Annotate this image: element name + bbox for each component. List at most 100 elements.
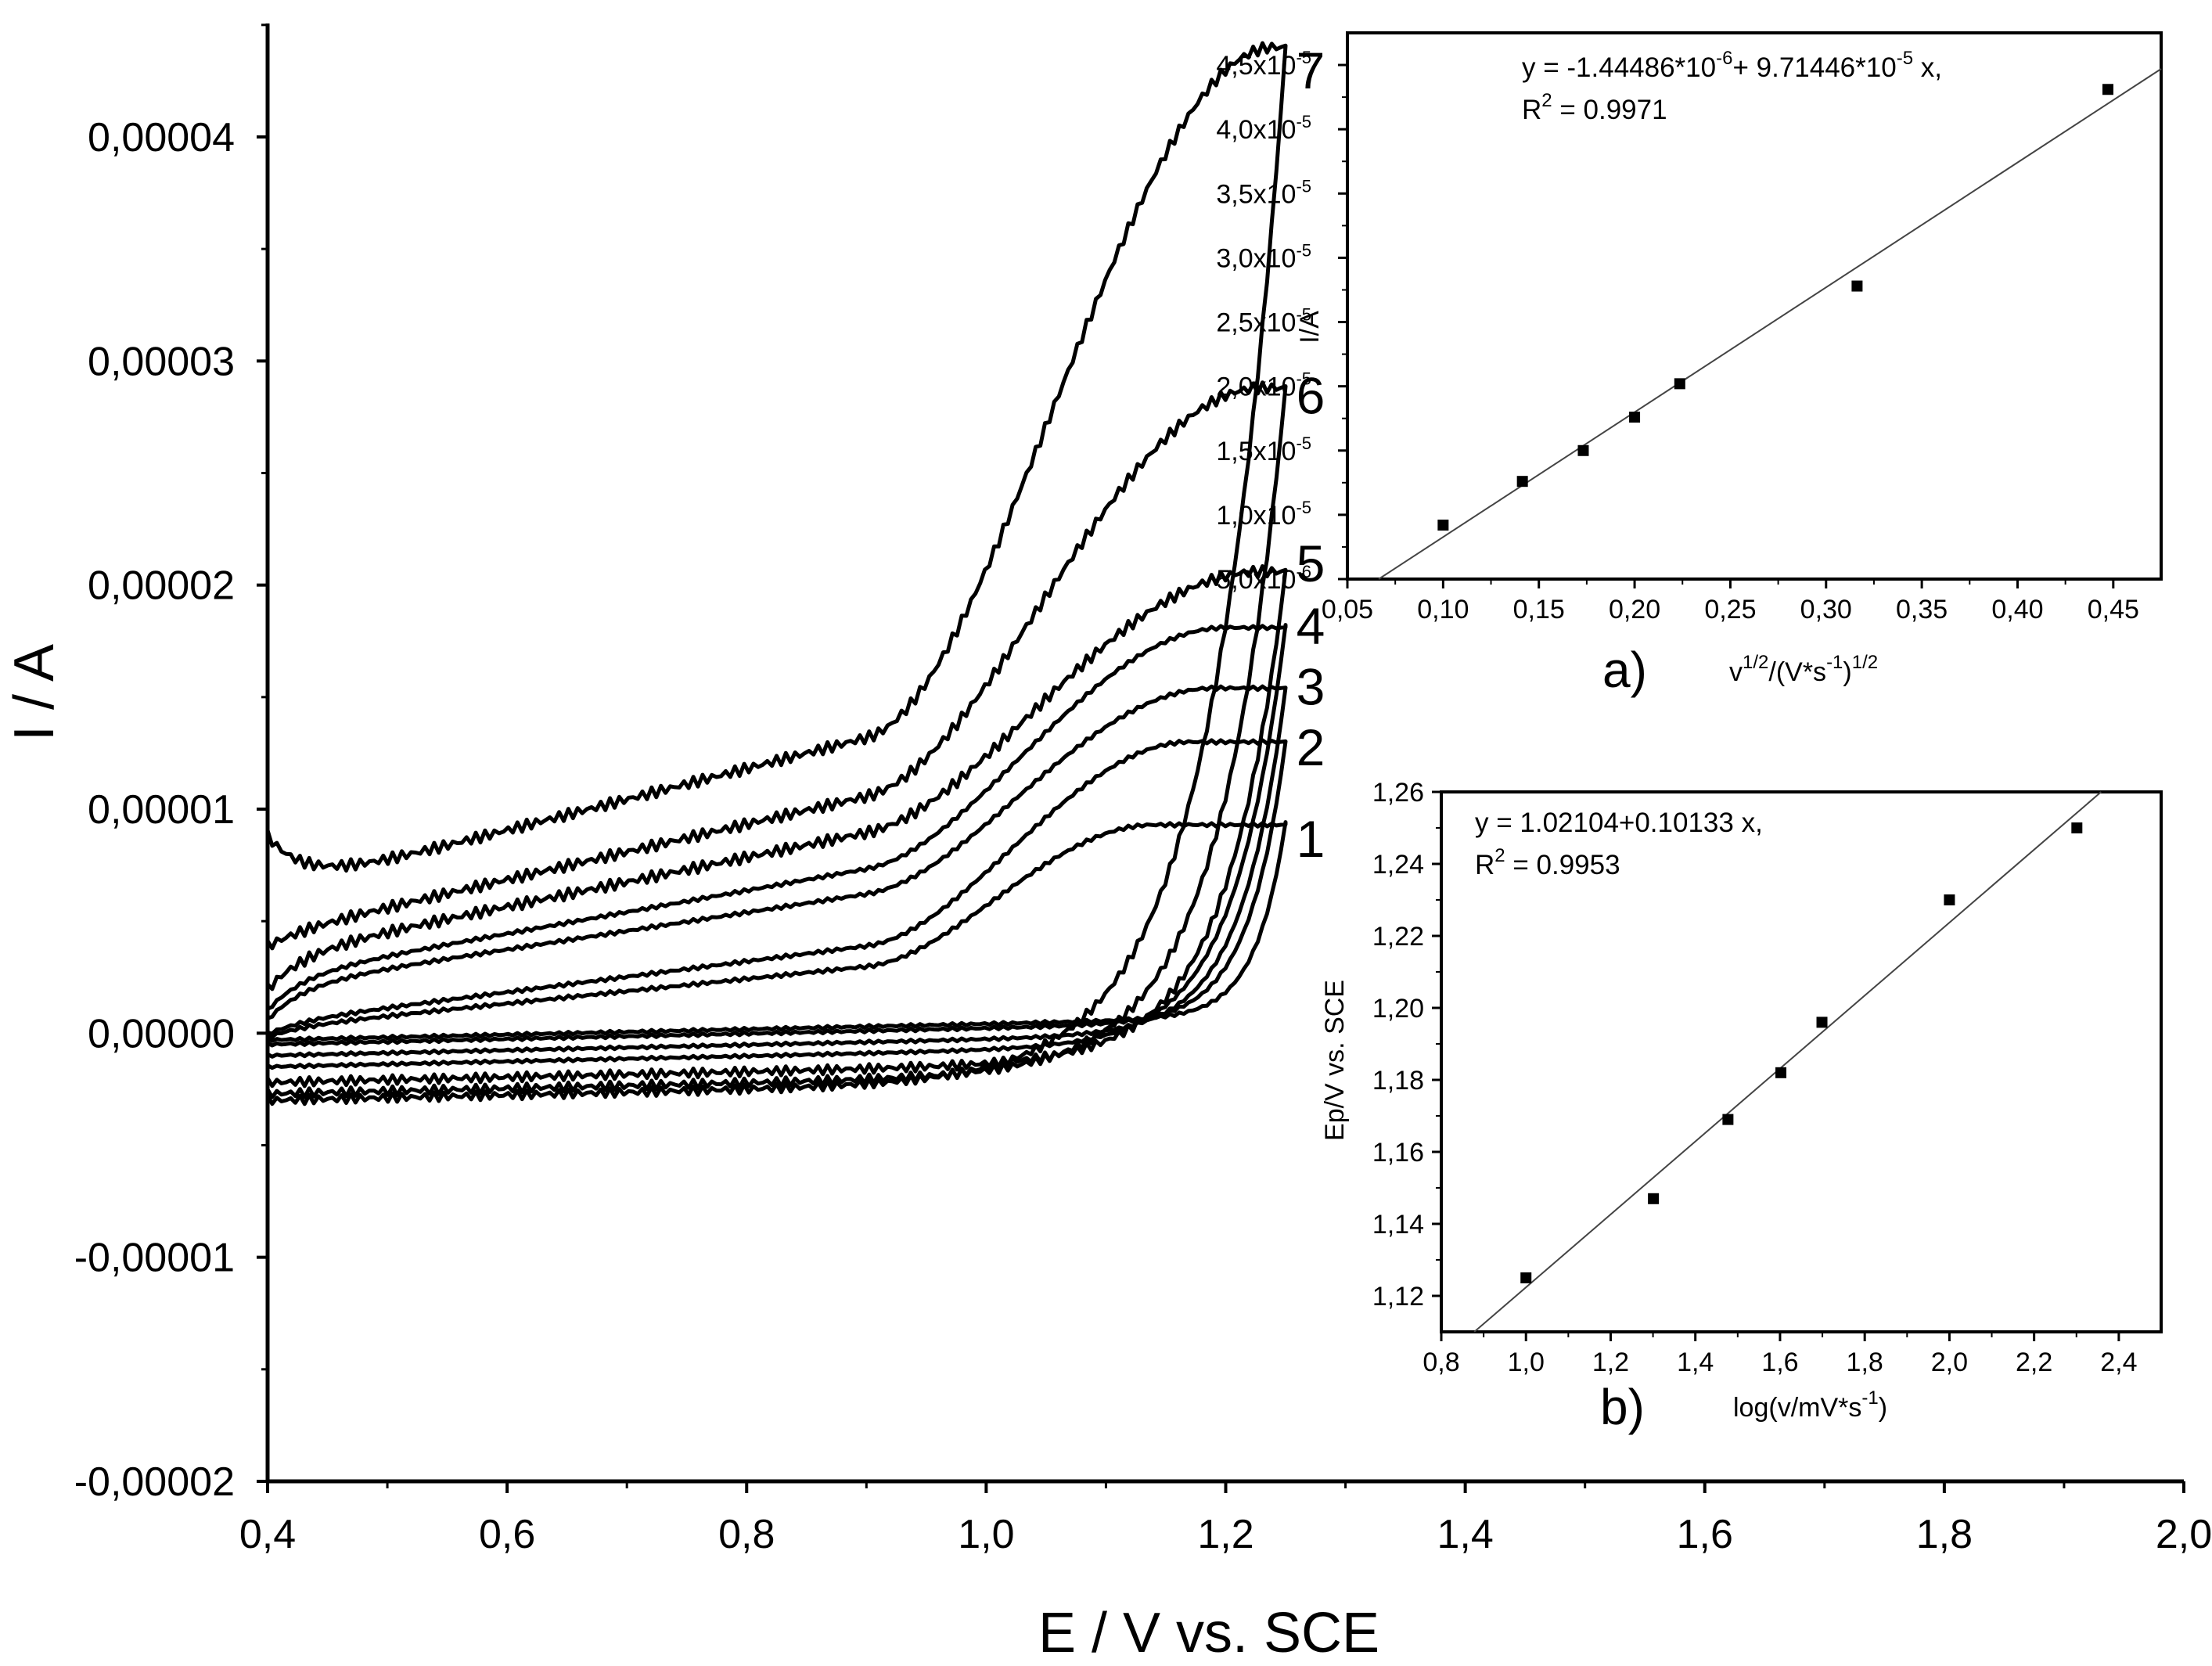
main-x-tick-label: 1,4	[1437, 1512, 1493, 1557]
inset-a-x-ticks: 0,05 0,10 0,15 0,20 0,25 0,30 0,35 0,40 0,45	[1322, 579, 2139, 624]
inset-a-y-axis-label: I/A	[1295, 311, 1325, 344]
inset-a-x-tick-label: 0,40	[1991, 595, 2043, 624]
inset-b-points	[1520, 822, 2083, 1283]
inset-b-y-ticks: 1,12 1,14 1,16 1,18 1,20 1,22 1,24 1,26	[1372, 778, 1441, 1312]
inset-b-point	[1944, 894, 1955, 905]
inset-a-x-tick-label: 0,05	[1322, 595, 1373, 624]
main-y-tick-label: 0,00002	[88, 563, 235, 609]
cv-curve-6	[265, 380, 1288, 1099]
inset-b-x-tick-label: 2,2	[2016, 1348, 2052, 1377]
inset-b-x-tick-label: 2,0	[1931, 1348, 1968, 1377]
inset-b-x-tick-label: 2,4	[2100, 1348, 2137, 1377]
inset-a-point	[1516, 476, 1528, 488]
main-y-axis-label: I / A	[3, 644, 66, 741]
main-x-tick-label: 0,8	[718, 1512, 775, 1557]
inset-a-y-tick-label: 1,0x10-5	[1216, 498, 1311, 531]
inset-a-x-tick-label: 0,15	[1513, 595, 1565, 624]
inset-b-y-axis-label: Ep/V vs. SCE	[1320, 980, 1350, 1141]
inset-a-x-tick-label: 0,20	[1609, 595, 1660, 624]
main-x-tick-label: 2,0	[2156, 1512, 2212, 1557]
inset-b-fit	[1473, 791, 2102, 1333]
inset-a-y-tick-label: 5,0x10-6	[1216, 562, 1311, 595]
main-y-tick-label: 0,00004	[88, 115, 235, 160]
main-y-ticks: -0,00002 -0,00001 0,00000 0,00001 0,00002 0,0…	[74, 23, 268, 1505]
inset-a-x-tick-label: 0,25	[1704, 595, 1756, 624]
main-x-tick-label: 1,2	[1197, 1512, 1253, 1557]
inset-b-y-tick-label: 1,26	[1372, 778, 1424, 808]
inset-b-point	[1722, 1114, 1734, 1125]
inset-b-r2: R2 = 0.9953	[1475, 845, 1620, 880]
inset-a-points	[1437, 84, 2113, 531]
inset-b-x-tick-label: 1,6	[1761, 1348, 1798, 1377]
inset-a-point	[1629, 412, 1641, 423]
inset-a-point	[1674, 378, 1685, 390]
inset-a-point	[1851, 280, 1863, 292]
cv-curve-2	[266, 738, 1288, 1048]
inset-b-x-tick-label: 0,8	[1423, 1348, 1459, 1377]
inset-b-panel-label: b)	[1600, 1379, 1645, 1435]
inset-a-y-ticks: 5,0x10-6 1,0x10-5 1,5x10-5 2,0x10-5 2,5x10-5…	[1216, 48, 1347, 595]
inset-a-y-tick-label: 4,0x10-5	[1216, 112, 1311, 145]
main-y-tick-label: 0,00000	[88, 1011, 235, 1056]
inset-a-x-tick-label: 0,35	[1896, 595, 1948, 624]
inset-b-point	[1816, 1017, 1828, 1028]
inset-b-x-axis-label: log(v/mV*s-1)	[1733, 1387, 1887, 1423]
cv-curve-3	[266, 684, 1288, 1059]
curve-label-3: 3	[1297, 658, 1325, 716]
inset-a-y-tick-label: 2,5x10-5	[1216, 305, 1311, 338]
inset-b-x-ticks: 0,8 1,0 1,2 1,4 1,6 1,8 2,0 2,2 2,4	[1423, 1332, 2138, 1377]
inset-b-point	[1648, 1193, 1660, 1204]
inset-b: 1,12 1,14 1,16 1,18 1,20 1,22 1,24 1,26 0,8 1,0 1…	[1320, 778, 2163, 1435]
inset-a-point	[2102, 84, 2113, 95]
inset-a-r2: R2 = 0.9971	[1522, 90, 1667, 125]
inset-a-y-tick-label: 1,5x10-5	[1216, 434, 1311, 466]
inset-b-y-tick-label: 1,14	[1372, 1210, 1424, 1240]
curve-label-5: 5	[1297, 534, 1325, 592]
curve-label-7: 7	[1297, 41, 1325, 99]
inset-b-point	[1520, 1272, 1532, 1283]
main-y-tick-label: -0,00002	[74, 1459, 235, 1505]
main-x-tick-label: 0,6	[479, 1512, 535, 1557]
inset-a-point	[1577, 444, 1589, 456]
cv-curve-4	[266, 623, 1288, 1070]
inset-a-y-tick-label: 4,5x10-5	[1216, 48, 1311, 81]
inset-b-y-tick-label: 1,22	[1372, 922, 1424, 952]
cv-curve-7	[265, 41, 1288, 1106]
inset-b-equation: y = 1.02104+0.10133 x,	[1475, 808, 1763, 838]
inset-a-point	[1437, 520, 1449, 531]
curve-label-2: 2	[1297, 718, 1325, 776]
inset-a-y-tick-label: 3,0x10-5	[1216, 240, 1311, 273]
main-y-tick-label: 0,00003	[88, 339, 235, 384]
inset-b-point	[2071, 822, 2083, 833]
inset-b-y-tick-label: 1,18	[1372, 1066, 1424, 1096]
main-x-axis-label: E / V vs. SCE	[1038, 1602, 1379, 1664]
main-x-tick-label: 1,0	[958, 1512, 1014, 1557]
main-x-ticks: 0,4 0,6 0,8 1,0 1,2 1,4 1,6 1,8 2,0	[239, 1481, 2212, 1557]
inset-a: 5,0x10-6 1,0x10-5 1,5x10-5 2,0x10-5 2,5x10-5…	[1216, 31, 2163, 698]
inset-b-x-tick-label: 1,4	[1677, 1348, 1714, 1377]
inset-a-x-axis-label: v1/2/(V*s-1)1/2	[1729, 652, 1878, 687]
inset-b-fit-line	[1473, 791, 2102, 1333]
main-x-tick-label: 0,4	[239, 1512, 296, 1557]
main-x-tick-label: 1,6	[1677, 1512, 1733, 1557]
inset-b-point	[1775, 1067, 1787, 1078]
inset-a-y-tick-label: 2,0x10-5	[1216, 369, 1311, 402]
curve-label-4: 4	[1297, 597, 1325, 655]
inset-a-fit	[1378, 68, 2162, 580]
inset-b-y-tick-label: 1,20	[1372, 994, 1424, 1024]
inset-b-y-tick-label: 1,12	[1372, 1282, 1424, 1312]
inset-b-x-tick-label: 1,2	[1592, 1348, 1629, 1377]
curve-label-6: 6	[1297, 366, 1325, 424]
main-y-tick-label: -0,00001	[74, 1236, 235, 1281]
inset-a-fit-line	[1378, 68, 2162, 580]
inset-a-x-tick-label: 0,10	[1417, 595, 1469, 624]
inset-b-frame	[1440, 790, 2163, 1333]
inset-a-x-tick-label: 0,45	[2088, 595, 2139, 624]
cv-curve-5	[265, 564, 1288, 1088]
main-curves	[265, 41, 1288, 1106]
cv-curve-1	[266, 820, 1288, 1043]
inset-a-frame	[1346, 31, 2163, 581]
